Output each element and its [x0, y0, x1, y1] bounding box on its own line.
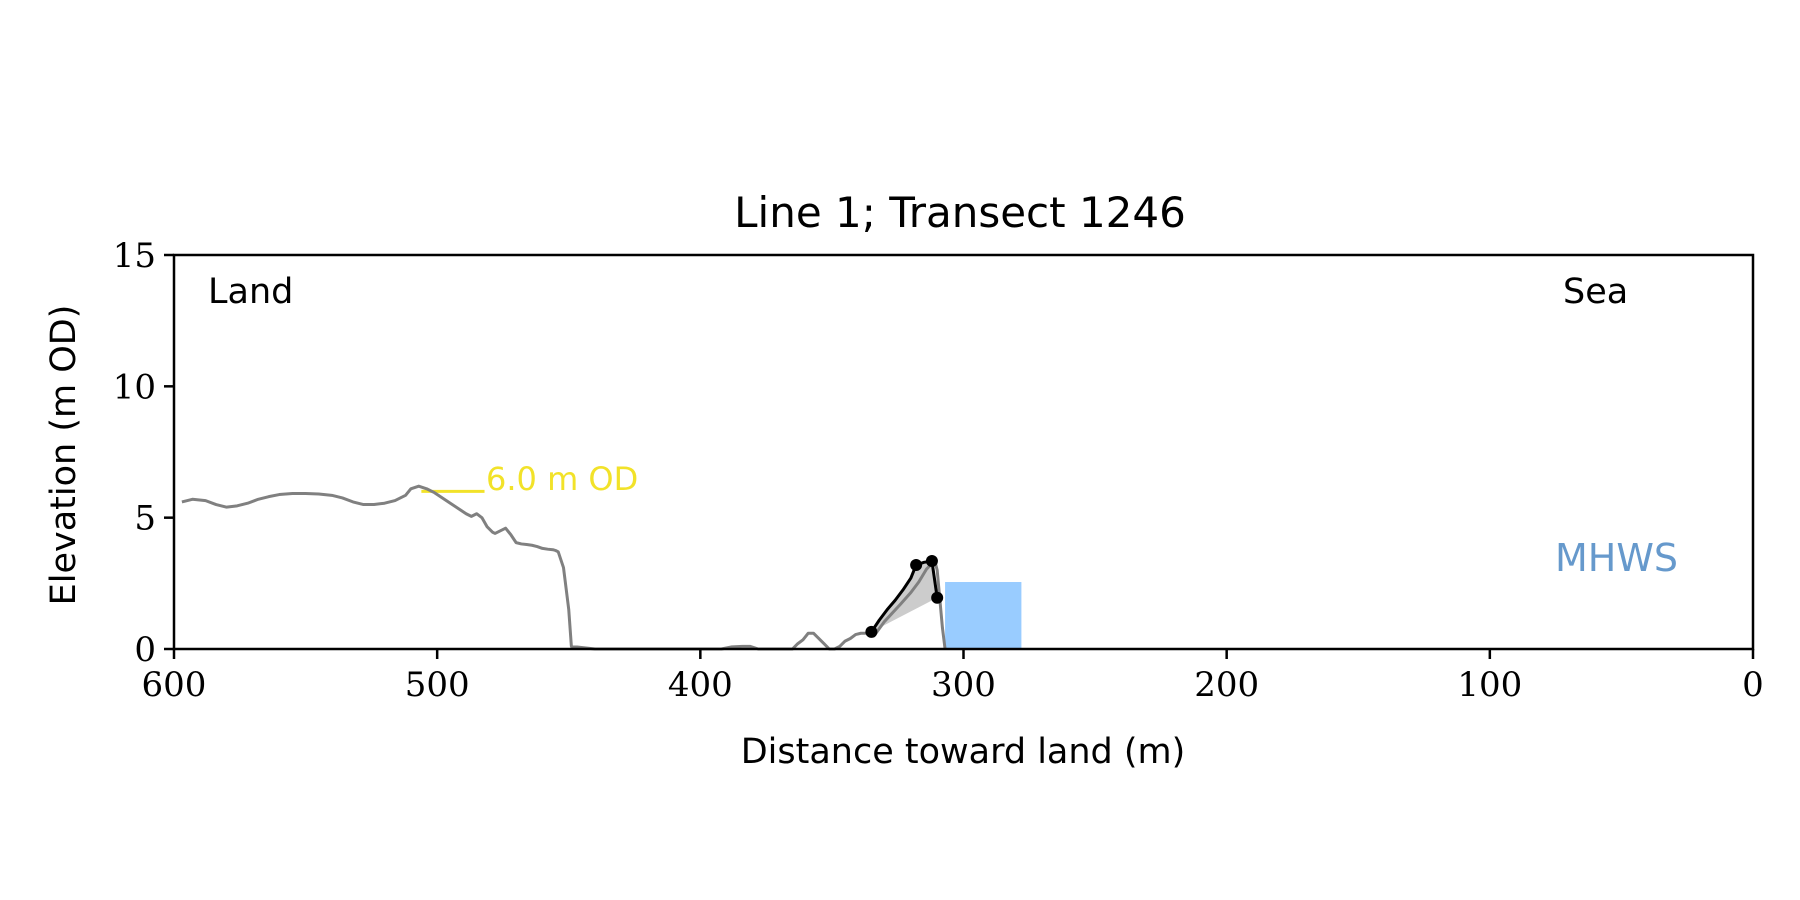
- mhws-label: MHWS: [1555, 536, 1678, 580]
- x-tick-label: 0: [1742, 665, 1764, 705]
- x-axis-label: Distance toward land (m): [741, 732, 1186, 772]
- x-tick-label: 100: [1457, 665, 1522, 705]
- x-tick-label: 500: [405, 665, 470, 705]
- dune-marker: [910, 558, 923, 571]
- x-tick-label: 600: [142, 665, 207, 705]
- y-tick-label: 10: [113, 367, 156, 407]
- sea-label: Sea: [1563, 272, 1628, 312]
- land-label: Land: [208, 272, 293, 312]
- dune-marker: [931, 591, 944, 604]
- dune-marker: [865, 625, 878, 638]
- y-axis-label: Elevation (m OD): [44, 305, 84, 606]
- profile-line: [181, 484, 947, 651]
- x-tick-label: 300: [931, 665, 996, 705]
- mhws-band: [945, 582, 1022, 649]
- y-tick-label: 0: [134, 630, 156, 670]
- reference-level-label: 6.0 m OD: [486, 460, 638, 498]
- y-tick-label: 5: [134, 499, 156, 539]
- y-tick-label: 15: [113, 236, 156, 276]
- x-tick-label: 200: [1194, 665, 1259, 705]
- dune-marker: [925, 555, 938, 568]
- x-tick-label: 400: [668, 665, 733, 705]
- plot-area: 600 500 400 300 200 100 0 0 5 10 15: [113, 236, 1764, 705]
- chart-title: Line 1; Transect 1246: [734, 188, 1186, 237]
